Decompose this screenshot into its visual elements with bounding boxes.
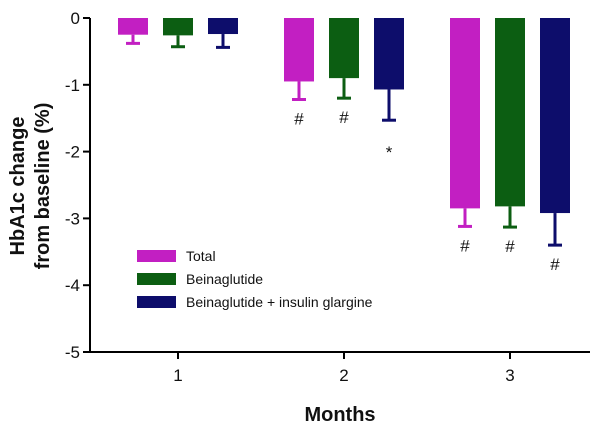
- bar: [450, 18, 480, 209]
- significance-marker: *: [386, 143, 393, 162]
- bar: [495, 18, 525, 207]
- y-tick-label: -2: [65, 143, 80, 162]
- legend-swatch: [137, 296, 176, 308]
- y-tick-label: -4: [65, 276, 80, 295]
- legend-label: Beinaglutide: [186, 271, 263, 287]
- legend-label: Total: [186, 248, 216, 264]
- y-axis-title-line2: from baseline (%): [32, 103, 54, 270]
- legend-swatch: [137, 250, 176, 262]
- y-tick-label: 0: [71, 9, 80, 28]
- bar: [329, 18, 359, 79]
- significance-marker: #: [550, 255, 560, 274]
- significance-marker: #: [339, 108, 349, 127]
- y-tick-label: -1: [65, 76, 80, 95]
- legend-swatch: [137, 273, 176, 285]
- y-tick-label: -3: [65, 209, 80, 228]
- legend-label: Beinaglutide + insulin glargine: [186, 294, 373, 310]
- significance-marker: #: [460, 236, 470, 255]
- bar: [163, 18, 193, 36]
- bar: [374, 18, 404, 90]
- bars: [118, 18, 570, 214]
- tick-labels: 0 -1 -2 -3 -4 -5 1 2 3: [65, 9, 515, 385]
- significance-marker: #: [505, 237, 515, 256]
- x-tick-label: 3: [505, 366, 514, 385]
- error-bars: [126, 34, 562, 247]
- significance-marker: #: [294, 109, 304, 128]
- axes: [83, 17, 590, 359]
- bar: [284, 18, 314, 82]
- x-axis-title: Months: [304, 404, 375, 426]
- y-axis-title-line1: HbA1c change: [7, 117, 29, 256]
- x-tick-label: 1: [173, 366, 182, 385]
- bar: [208, 18, 238, 35]
- legend: Total Beinaglutide Beinaglutide + insulin …: [137, 248, 373, 310]
- bar: [540, 18, 570, 214]
- bar: [118, 18, 148, 35]
- y-tick-label: -5: [65, 343, 80, 362]
- annotations: # # * # # #: [294, 108, 560, 274]
- x-tick-label: 2: [339, 366, 348, 385]
